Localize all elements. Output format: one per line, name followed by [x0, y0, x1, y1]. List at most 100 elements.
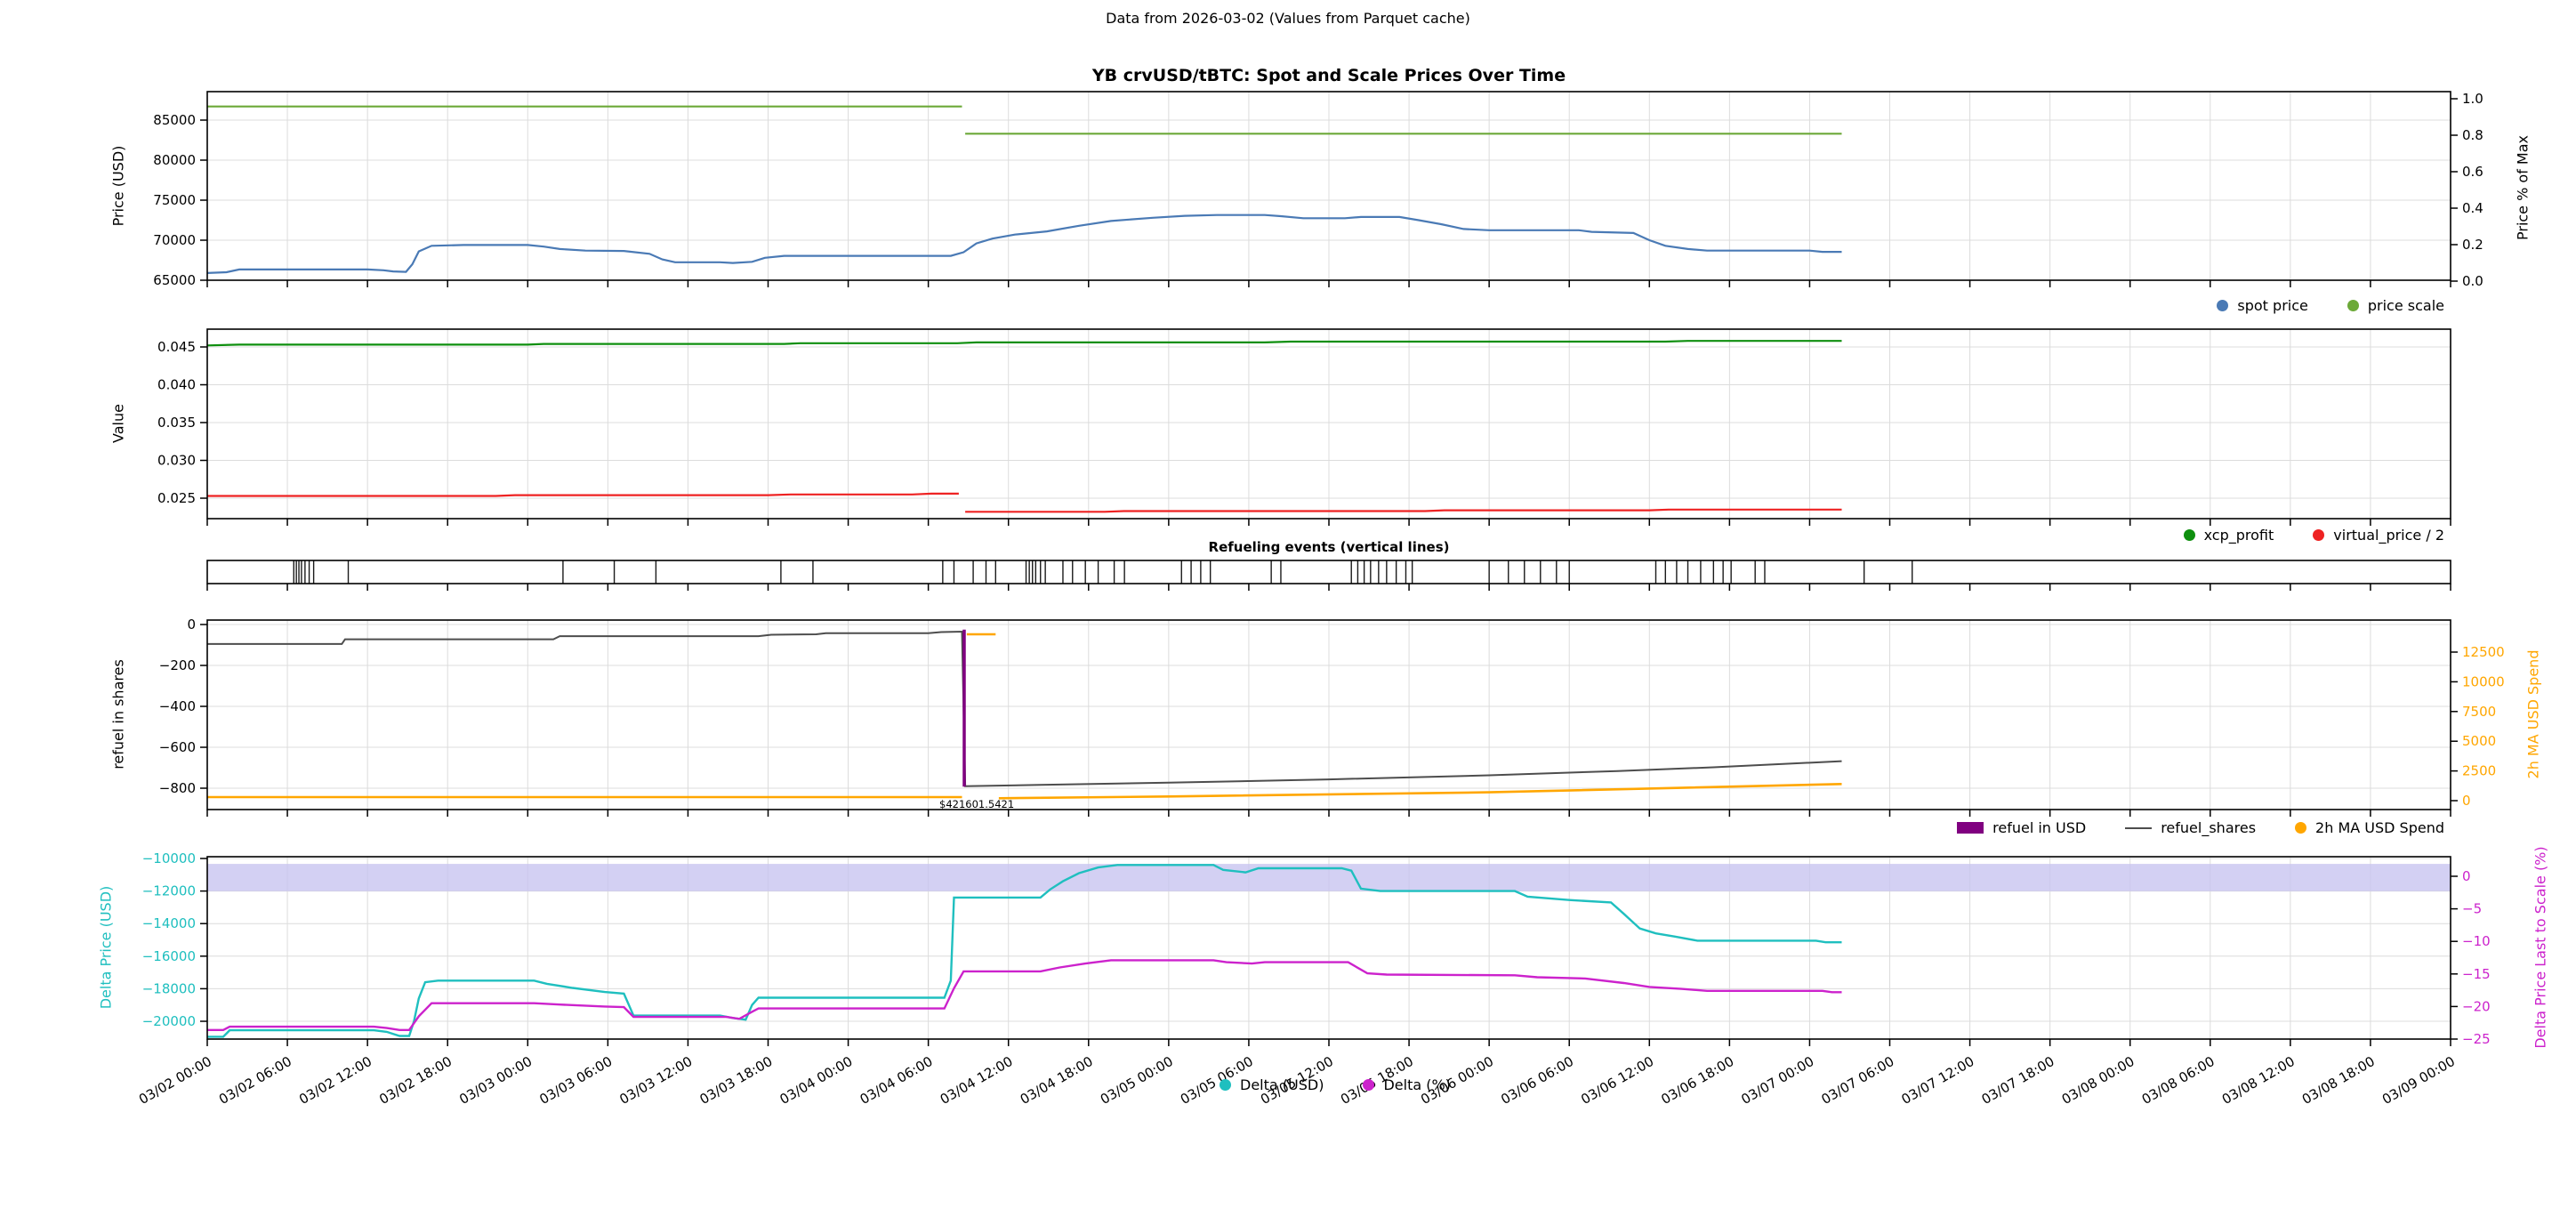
svg-text:03/07 12:00: 03/07 12:00: [1899, 1053, 1977, 1108]
svg-text:−800: −800: [159, 780, 196, 796]
svg-text:0.045: 0.045: [157, 339, 196, 355]
legend-item-spot-price: spot price: [2217, 297, 2308, 314]
svg-text:−20: −20: [2462, 998, 2491, 1014]
svg-text:−25: −25: [2462, 1031, 2491, 1047]
svg-text:03/06 12:00: 03/06 12:00: [1578, 1053, 1656, 1108]
svg-text:03/04 12:00: 03/04 12:00: [938, 1053, 1016, 1108]
legend-item-delta-usd: Delta (USD): [1220, 1076, 1324, 1093]
plot1-ylabel: Price (USD): [109, 145, 127, 227]
svg-text:03/06 18:00: 03/06 18:00: [1658, 1053, 1736, 1108]
legend-label: xcp_profit: [2203, 527, 2274, 544]
svg-text:03/02 00:00: 03/02 00:00: [136, 1053, 214, 1108]
svg-text:03/04 06:00: 03/04 06:00: [857, 1053, 936, 1108]
figure-suptitle: Data from 2026-03-02 (Values from Parque…: [1106, 10, 1470, 27]
svg-text:0.040: 0.040: [157, 377, 196, 393]
svg-text:03/03 12:00: 03/03 12:00: [616, 1053, 695, 1108]
svg-text:75000: 75000: [153, 192, 196, 208]
legend-item-refuel-usd: refuel in USD: [1957, 819, 2086, 836]
plot4-ylabel: refuel in shares: [109, 659, 127, 770]
svg-text:−10000: −10000: [142, 850, 196, 866]
svg-text:0.8: 0.8: [2462, 127, 2483, 143]
svg-text:03/02 12:00: 03/02 12:00: [296, 1053, 374, 1108]
svg-text:7500: 7500: [2462, 704, 2496, 720]
2h-ma-usd-spend-line: [207, 633, 1842, 800]
svg-text:70000: 70000: [153, 232, 196, 248]
legend-label: spot price: [2237, 297, 2308, 314]
legend-label: Delta (%): [1383, 1076, 1451, 1093]
svg-text:−16000: −16000: [142, 948, 196, 964]
svg-text:03/04 00:00: 03/04 00:00: [777, 1053, 856, 1108]
svg-text:85000: 85000: [153, 112, 196, 128]
legend-label: Delta (USD): [1240, 1076, 1324, 1093]
legend-label: 2h MA USD Spend: [2315, 819, 2444, 836]
svg-text:03/03 06:00: 03/03 06:00: [536, 1053, 615, 1108]
svg-text:10000: 10000: [2462, 673, 2505, 689]
svg-text:03/08 00:00: 03/08 00:00: [2059, 1053, 2137, 1108]
plot4-ylabel-right: 2h MA USD Spend: [2524, 649, 2542, 779]
svg-text:0.4: 0.4: [2462, 200, 2483, 216]
refueling-events: [293, 560, 1913, 584]
plot5-ylabel-right: Delta Price Last to Scale (%): [2532, 846, 2549, 1049]
svg-text:−200: −200: [159, 657, 196, 673]
svg-text:2500: 2500: [2462, 763, 2496, 779]
svg-text:03/07 18:00: 03/07 18:00: [1979, 1053, 2057, 1108]
svg-text:03/08 18:00: 03/08 18:00: [2299, 1053, 2378, 1108]
svg-text:1.0: 1.0: [2462, 91, 2483, 107]
plot2-ylabel: Value: [109, 404, 127, 443]
delta-pct-marker-icon: [1363, 1079, 1375, 1091]
legend-item-spend: 2h MA USD Spend: [2295, 819, 2444, 836]
svg-text:−15: −15: [2462, 966, 2491, 982]
svg-text:03/09 00:00: 03/09 00:00: [2379, 1053, 2458, 1108]
svg-text:03/02 18:00: 03/02 18:00: [376, 1053, 455, 1108]
svg-text:03/03 18:00: 03/03 18:00: [696, 1053, 775, 1108]
legend-label: refuel in USD: [1992, 819, 2087, 836]
price-scale-marker-icon: [2347, 300, 2359, 311]
refuel-shares-line: [207, 630, 1842, 787]
delta--line: [207, 959, 1842, 1031]
svg-text:03/06 06:00: 03/06 06:00: [1498, 1053, 1576, 1108]
price-scale-line: [207, 105, 1842, 135]
legend-item-xcp-profit: xcp_profit: [2183, 527, 2274, 544]
plot3-title: Refueling events (vertical lines): [1208, 539, 1450, 555]
svg-text:−400: −400: [159, 698, 196, 714]
spot-price-line: [206, 214, 1842, 274]
svg-text:03/07 06:00: 03/07 06:00: [1818, 1053, 1896, 1108]
legend-item-price-scale: price scale: [2347, 297, 2444, 314]
svg-text:0: 0: [2462, 793, 2471, 809]
svg-text:−14000: −14000: [142, 915, 196, 931]
refuel-shares-marker-icon: [2125, 826, 2153, 829]
svg-text:0: 0: [2462, 868, 2471, 884]
spot-price-marker-icon: [2217, 300, 2229, 311]
svg-text:0.2: 0.2: [2462, 237, 2483, 253]
refuel-usd-marker-icon: [1957, 822, 1984, 834]
legend-plot1: spot price price scale: [2217, 297, 2444, 314]
legend-plot2: xcp_profit virtual_price / 2: [2183, 527, 2444, 544]
svg-text:03/08 06:00: 03/08 06:00: [2139, 1053, 2218, 1108]
svg-text:0.0: 0.0: [2462, 273, 2483, 289]
svg-text:65000: 65000: [153, 272, 196, 288]
spend-marker-icon: [2295, 822, 2307, 834]
svg-text:−18000: −18000: [142, 980, 196, 996]
legend-item-refuel-shares: refuel_shares: [2125, 819, 2256, 836]
svg-text:03/05 00:00: 03/05 00:00: [1098, 1053, 1176, 1108]
svg-text:−20000: −20000: [142, 1013, 196, 1029]
svg-text:03/02 06:00: 03/02 06:00: [216, 1053, 294, 1108]
svg-text:03/08 12:00: 03/08 12:00: [2219, 1053, 2298, 1108]
legend-item-virtual-price: virtual_price / 2: [2313, 527, 2444, 544]
svg-text:0.025: 0.025: [157, 490, 196, 506]
legend-item-delta-pct: Delta (%): [1363, 1076, 1451, 1093]
refuel-usd-annotation: $421601.5421: [939, 798, 1015, 810]
legend-label: virtual_price / 2: [2333, 527, 2444, 544]
xcp-profit-marker-icon: [2183, 529, 2195, 541]
plot1-title: YB crvUSD/tBTC: Spot and Scale Prices Ov…: [1091, 66, 1566, 85]
legend-plot4: refuel in USD refuel_shares 2h MA USD Sp…: [1957, 819, 2444, 836]
svg-text:−600: −600: [159, 739, 196, 755]
virtual-price-2-line: [207, 492, 1842, 513]
svg-text:0.035: 0.035: [157, 415, 196, 431]
svg-text:80000: 80000: [153, 152, 196, 168]
legend-label: refuel_shares: [2161, 819, 2257, 836]
svg-text:−5: −5: [2462, 901, 2482, 917]
legend-label: price scale: [2367, 297, 2444, 314]
